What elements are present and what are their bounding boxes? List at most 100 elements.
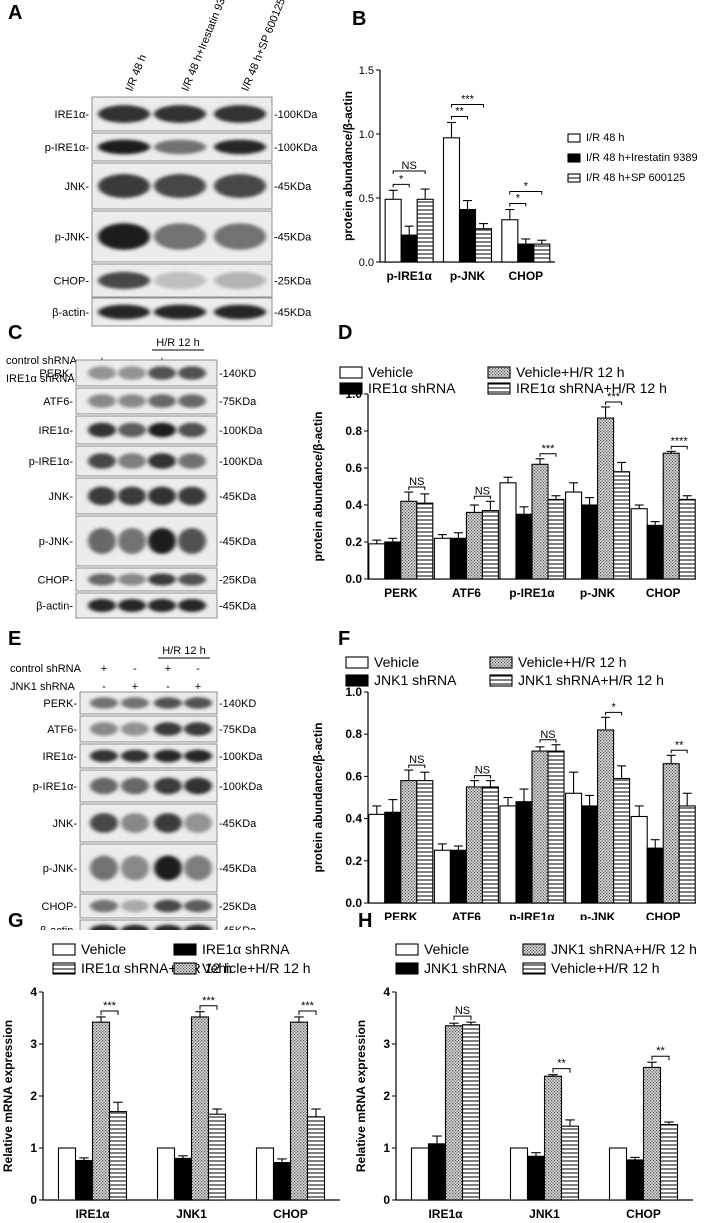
y-axis-label: Relative mRNA expression <box>354 1020 368 1172</box>
bar <box>400 780 418 904</box>
blot-band <box>178 573 206 586</box>
significance-label: ** <box>675 739 684 751</box>
blot-band <box>121 722 149 736</box>
blot-panel-e: H/R 12 h control shRNA + - + - JNK1 shRNA - + - + P… <box>10 645 263 930</box>
y-tick-label: 0.5 <box>359 193 374 205</box>
x-tick-label: ATF6 <box>452 586 481 600</box>
blot-band <box>88 366 116 380</box>
legend-label: Vehicle <box>374 654 419 670</box>
blot-band <box>90 813 118 833</box>
blot-band <box>214 105 266 123</box>
blot-band <box>121 899 149 913</box>
y-tick-label: 3 <box>383 1037 390 1051</box>
bar <box>433 849 451 904</box>
protein-label: p-IRE1α- <box>33 781 78 793</box>
mw-marker: -100KDa <box>274 109 318 121</box>
protein-label: p-JNK- <box>55 232 90 244</box>
y-tick-label: 0.2 <box>345 854 362 868</box>
blot-band <box>154 139 206 155</box>
bar <box>531 463 549 580</box>
y-tick-label: 0 <box>383 1193 390 1207</box>
blot-band <box>154 777 182 795</box>
legend-swatch <box>345 656 369 669</box>
bar <box>515 513 533 580</box>
blot-band <box>214 174 266 198</box>
significance-label: *** <box>461 93 475 105</box>
legend-swatch <box>489 674 513 687</box>
blot-band <box>184 697 212 709</box>
panel-letter-e: E <box>8 628 22 650</box>
y-tick-label: 0.6 <box>345 769 362 783</box>
bar <box>410 1147 430 1201</box>
treatment-sign: + <box>132 681 138 693</box>
mw-marker: -25KDa <box>219 901 257 913</box>
treatment-sign: - <box>102 681 106 693</box>
x-tick-label: p-IRE1α <box>509 910 555 920</box>
protein-label: IRE1α- <box>55 109 90 121</box>
blot-band <box>98 174 150 198</box>
bar <box>306 1116 326 1201</box>
y-tick-label: 0.0 <box>345 572 362 586</box>
blot-band <box>184 899 212 913</box>
blot-band <box>121 749 149 763</box>
mw-marker: -45KDa <box>219 491 257 503</box>
significance-label: NS <box>409 754 424 766</box>
bar <box>458 208 477 263</box>
bar <box>74 1159 94 1201</box>
blot-band <box>184 924 212 930</box>
bar <box>272 1162 292 1201</box>
significance-label: *** <box>202 995 216 1007</box>
mw-marker: -45KDa <box>274 307 312 319</box>
bar <box>515 801 533 904</box>
significance-bracket <box>451 103 484 108</box>
blot-band <box>178 394 206 408</box>
significance-label: * <box>516 193 521 205</box>
legend-label: Vehicle <box>368 364 413 380</box>
blot-band <box>148 573 176 586</box>
bar <box>416 198 434 263</box>
lane-label: I/R 48 h+SP 600125 <box>240 0 288 93</box>
legend-swatch <box>173 943 197 956</box>
lane-label: I/R 48 h+Irestatin 9389 <box>180 0 233 93</box>
legend-swatch <box>173 962 197 975</box>
significance-bracket <box>392 170 426 175</box>
bar <box>91 1021 111 1201</box>
significance-bracket <box>539 739 557 743</box>
bar <box>442 137 461 263</box>
bar <box>481 786 499 904</box>
y-tick-label: 1 <box>30 1141 37 1155</box>
significance-label: ** <box>455 105 464 117</box>
bar <box>57 1147 77 1201</box>
blot-band <box>118 573 146 586</box>
blot-band <box>148 366 176 380</box>
protein-label: ATF6- <box>47 724 77 736</box>
y-tick-label: 0.0 <box>359 257 374 269</box>
y-axis-label: protein abundance/β-actin <box>311 722 325 872</box>
blot-strip <box>79 919 218 930</box>
bar <box>416 780 434 904</box>
mw-marker: -100KDa <box>219 456 263 468</box>
x-tick-label: p-JNK <box>580 586 616 600</box>
significance-bracket <box>509 203 527 207</box>
panel-letter-h: H <box>358 910 373 932</box>
y-axis-label: protein abundance/β-actin <box>341 91 355 241</box>
significance-label: NS <box>402 160 417 172</box>
mw-marker: -45KDa <box>219 863 257 875</box>
bar <box>449 849 467 904</box>
bar <box>368 543 386 580</box>
bar <box>646 847 664 904</box>
blot-band <box>148 528 176 554</box>
x-tick-label: p-IRE1α <box>386 269 432 283</box>
significance-bracket <box>473 495 491 500</box>
bar <box>547 750 565 904</box>
y-axis-label: Relative mRNA expression <box>1 1020 15 1172</box>
legend-swatch <box>567 153 581 163</box>
blot-band <box>184 722 212 736</box>
x-tick-label: CHOP <box>273 1207 308 1221</box>
blot-band <box>90 749 118 763</box>
protein-label: JNK- <box>53 818 78 830</box>
mw-marker: -45KDa <box>274 181 312 193</box>
bar <box>630 508 648 580</box>
bar <box>384 541 402 580</box>
legend-swatch <box>395 943 419 956</box>
